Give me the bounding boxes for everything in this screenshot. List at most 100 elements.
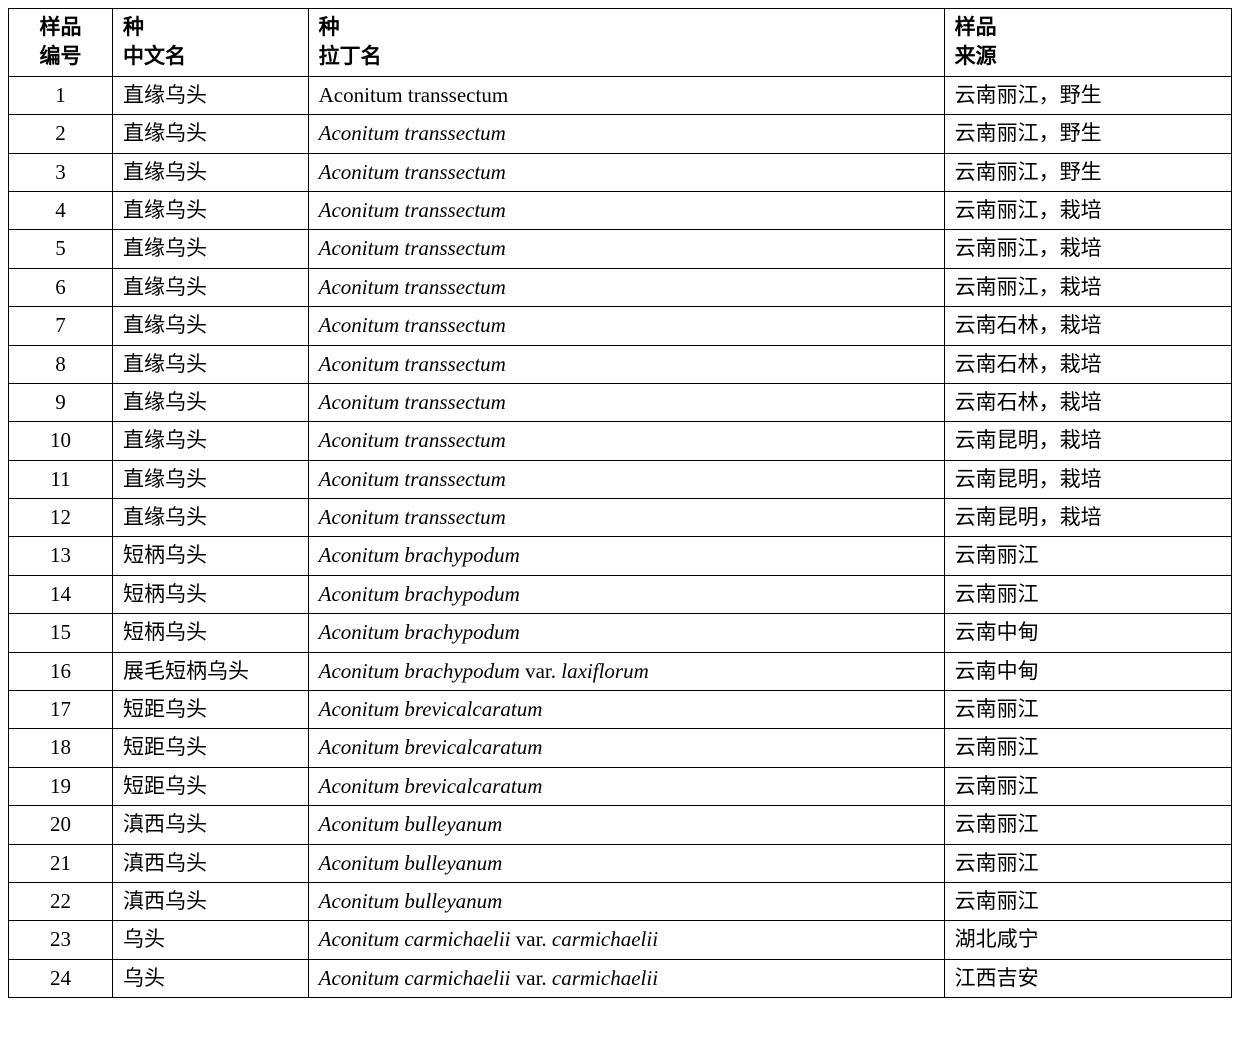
cell-sample-id: 15 <box>9 614 113 652</box>
cell-species-cn: 短距乌头 <box>112 729 308 767</box>
cell-sample-id: 23 <box>9 921 113 959</box>
cell-species-cn: 滇西乌头 <box>112 882 308 920</box>
table-row: 14短柄乌头Aconitum brachypodum云南丽江 <box>9 575 1232 613</box>
cell-sample-source: 云南丽江 <box>944 844 1231 882</box>
cell-species-latin: Aconitum bulleyanum <box>308 806 944 844</box>
cell-sample-id: 19 <box>9 767 113 805</box>
cell-sample-source: 云南丽江 <box>944 806 1231 844</box>
cell-species-cn: 直缘乌头 <box>112 383 308 421</box>
cell-sample-id: 7 <box>9 307 113 345</box>
cell-sample-id: 8 <box>9 345 113 383</box>
cell-species-latin: Aconitum transsectum <box>308 422 944 460</box>
cell-sample-id: 21 <box>9 844 113 882</box>
cell-sample-source: 云南石林，栽培 <box>944 307 1231 345</box>
cell-sample-source: 云南丽江，野生 <box>944 153 1231 191</box>
cell-sample-id: 2 <box>9 115 113 153</box>
header-species-cn: 种 中文名 <box>112 9 308 77</box>
cell-species-latin: Aconitum brevicalcaratum <box>308 729 944 767</box>
cell-sample-id: 13 <box>9 537 113 575</box>
header-species-cn-line1: 种 <box>123 13 298 42</box>
cell-sample-source: 云南丽江，栽培 <box>944 268 1231 306</box>
header-species-latin-line1: 种 <box>319 13 934 42</box>
cell-species-cn: 滇西乌头 <box>112 806 308 844</box>
table-row: 6直缘乌头Aconitum transsectum云南丽江，栽培 <box>9 268 1232 306</box>
table-row: 8直缘乌头Aconitum transsectum云南石林，栽培 <box>9 345 1232 383</box>
cell-species-cn: 直缘乌头 <box>112 153 308 191</box>
cell-species-latin: Aconitum transsectum <box>308 460 944 498</box>
cell-sample-id: 24 <box>9 959 113 997</box>
cell-species-cn: 直缘乌头 <box>112 345 308 383</box>
cell-species-latin: Aconitum brevicalcaratum <box>308 691 944 729</box>
cell-sample-id: 11 <box>9 460 113 498</box>
table-header-row: 样品 编号 种 中文名 种 拉丁名 样品 来源 <box>9 9 1232 77</box>
cell-species-latin: Aconitum transsectum <box>308 268 944 306</box>
cell-species-latin: Aconitum transsectum <box>308 230 944 268</box>
cell-sample-source: 云南丽江，野生 <box>944 76 1231 114</box>
table-row: 22滇西乌头Aconitum bulleyanum云南丽江 <box>9 882 1232 920</box>
cell-sample-id: 6 <box>9 268 113 306</box>
header-species-cn-line2: 中文名 <box>123 42 298 71</box>
cell-species-cn: 直缘乌头 <box>112 76 308 114</box>
cell-species-cn: 短柄乌头 <box>112 614 308 652</box>
cell-sample-source: 云南丽江 <box>944 537 1231 575</box>
cell-species-latin: Aconitum bulleyanum <box>308 844 944 882</box>
cell-species-latin: Aconitum brevicalcaratum <box>308 767 944 805</box>
cell-species-latin: Aconitum brachypodum <box>308 537 944 575</box>
table-row: 24乌头Aconitum carmichaelii var. carmichae… <box>9 959 1232 997</box>
cell-species-latin: Aconitum brachypodum var. laxiflorum <box>308 652 944 690</box>
cell-species-cn: 滇西乌头 <box>112 844 308 882</box>
cell-species-latin: Aconitum carmichaelii var. carmichaelii <box>308 959 944 997</box>
table-row: 11直缘乌头Aconitum transsectum云南昆明，栽培 <box>9 460 1232 498</box>
cell-species-latin: Aconitum transsectum <box>308 115 944 153</box>
cell-sample-id: 3 <box>9 153 113 191</box>
cell-sample-source: 江西吉安 <box>944 959 1231 997</box>
cell-sample-id: 18 <box>9 729 113 767</box>
cell-sample-id: 1 <box>9 76 113 114</box>
cell-species-latin: Aconitum transsectum <box>308 499 944 537</box>
cell-species-latin: Aconitum bulleyanum <box>308 882 944 920</box>
table-row: 1直缘乌头Aconitum transsectum云南丽江，野生 <box>9 76 1232 114</box>
cell-sample-source: 云南中甸 <box>944 614 1231 652</box>
cell-species-latin: Aconitum transsectum <box>308 191 944 229</box>
cell-species-cn: 直缘乌头 <box>112 422 308 460</box>
cell-species-cn: 短柄乌头 <box>112 575 308 613</box>
cell-sample-id: 4 <box>9 191 113 229</box>
cell-sample-id: 12 <box>9 499 113 537</box>
table-row: 17短距乌头Aconitum brevicalcaratum云南丽江 <box>9 691 1232 729</box>
table-row: 7直缘乌头Aconitum transsectum云南石林，栽培 <box>9 307 1232 345</box>
cell-species-cn: 短距乌头 <box>112 767 308 805</box>
table-row: 2直缘乌头Aconitum transsectum云南丽江，野生 <box>9 115 1232 153</box>
cell-sample-source: 云南石林，栽培 <box>944 345 1231 383</box>
header-sample-source: 样品 来源 <box>944 9 1231 77</box>
cell-species-cn: 直缘乌头 <box>112 268 308 306</box>
cell-species-latin: Aconitum transsectum <box>308 153 944 191</box>
cell-sample-id: 17 <box>9 691 113 729</box>
table-row: 4直缘乌头Aconitum transsectum云南丽江，栽培 <box>9 191 1232 229</box>
header-sample-id: 样品 编号 <box>9 9 113 77</box>
cell-sample-id: 10 <box>9 422 113 460</box>
cell-sample-source: 云南丽江 <box>944 767 1231 805</box>
header-sample-source-line1: 样品 <box>955 13 1221 42</box>
table-row: 5直缘乌头Aconitum transsectum云南丽江，栽培 <box>9 230 1232 268</box>
cell-sample-id: 22 <box>9 882 113 920</box>
header-sample-source-line2: 来源 <box>955 42 1221 71</box>
header-sample-id-line2: 编号 <box>19 42 102 71</box>
cell-sample-id: 5 <box>9 230 113 268</box>
cell-species-latin: Aconitum carmichaelii var. carmichaelii <box>308 921 944 959</box>
cell-sample-source: 云南丽江，野生 <box>944 115 1231 153</box>
cell-sample-id: 20 <box>9 806 113 844</box>
cell-species-cn: 直缘乌头 <box>112 191 308 229</box>
cell-sample-id: 14 <box>9 575 113 613</box>
cell-species-cn: 展毛短柄乌头 <box>112 652 308 690</box>
cell-species-cn: 直缘乌头 <box>112 115 308 153</box>
cell-sample-source: 云南昆明，栽培 <box>944 499 1231 537</box>
table-row: 18短距乌头Aconitum brevicalcaratum云南丽江 <box>9 729 1232 767</box>
cell-species-cn: 短柄乌头 <box>112 537 308 575</box>
cell-sample-source: 云南丽江 <box>944 575 1231 613</box>
cell-sample-source: 云南丽江 <box>944 691 1231 729</box>
cell-species-cn: 直缘乌头 <box>112 499 308 537</box>
table-row: 23乌头Aconitum carmichaelii var. carmichae… <box>9 921 1232 959</box>
table-body: 1直缘乌头Aconitum transsectum云南丽江，野生2直缘乌头Aco… <box>9 76 1232 997</box>
cell-species-cn: 直缘乌头 <box>112 460 308 498</box>
cell-sample-source: 云南丽江 <box>944 882 1231 920</box>
